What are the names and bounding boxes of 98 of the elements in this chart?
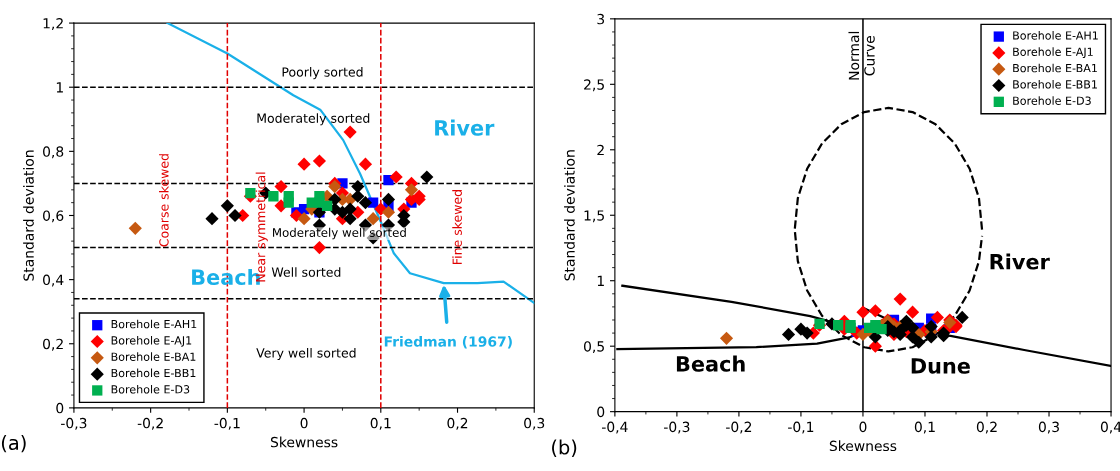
point [220,199,234,213]
point [389,170,403,184]
y-tick-label: 0,4 [43,274,64,287]
legend-label: Borehole E-BA1 [1013,63,1097,73]
annotation: Fine skewed [452,190,462,264]
x-tick-label: -0,2 [137,417,163,430]
y-tick-label: 2,5 [584,79,604,92]
point [381,192,396,207]
point [366,212,380,226]
point [351,180,365,194]
point [358,196,373,210]
y-tick-label: 2 [597,144,604,156]
point [381,205,396,219]
point [868,304,882,318]
point [955,310,969,324]
point [297,212,311,226]
x-tick-label: -0,2 [726,421,752,434]
y-axis-title: Standard deviation [23,150,34,281]
point [312,154,327,168]
point [312,240,327,255]
point [420,170,434,184]
x-tick-label: -0,3 [61,417,87,430]
legend-label: Borehole E-BB1 [1013,79,1097,89]
annotation: Friedman (1967) [384,336,512,349]
point [719,331,734,345]
point [274,180,288,194]
point [358,157,373,171]
legend-label: Borehole E-D3 [1013,96,1091,105]
x-tick-label: 0 [859,421,867,433]
x-axis-title: Skewness [829,440,897,452]
text: (a) [1,435,26,453]
point [343,212,357,226]
legend-label: Borehole E-AH1 [111,319,197,329]
point [930,310,944,324]
point [781,327,796,341]
point [833,320,844,331]
x-tick-label: 0 [300,417,308,429]
point [800,326,814,340]
x-tick-label: 0,3 [524,417,545,430]
point [924,319,938,334]
legend-label: Borehole E-AH1 [1013,31,1098,40]
annotation: River [435,119,495,136]
y-tick-label: 0,5 [583,341,604,354]
point [351,189,365,203]
annotation: Moderately well sorted [273,227,406,240]
x-tick-label: -0,4 [602,421,628,434]
point [924,330,938,344]
y-tick-label: 1 [597,275,604,286]
legend-label: Borehole E-AJ1 [111,335,192,347]
annotation: River [990,253,1050,270]
y-tick-label: 0 [597,406,605,418]
point [912,335,926,349]
x-tick-label: 0,2 [976,421,997,434]
legend-label: Borehole E-BB1 [111,368,196,378]
y-tick-label: 0,2 [43,338,63,351]
point [205,212,219,226]
y-tick-label: 0 [56,402,64,414]
legend-label: Borehole E-AJ1 [1013,47,1093,59]
x-tick-label: 0,1 [370,417,391,430]
text: (b) [552,439,577,457]
x-tick-label: -0,1 [214,417,240,430]
point [314,197,325,208]
annotation: Coarse skewed [159,154,169,247]
annotation: Dune [911,358,970,374]
y-tick-label: 1,2 [43,18,63,30]
x-tick-label: 0,1 [914,421,935,434]
x-tick-label: -0,1 [788,421,814,434]
legend-label: Borehole E-D3 [111,384,190,394]
point [297,157,311,171]
point [343,125,357,139]
point [268,191,279,202]
legend-label: Borehole E-BA1 [111,352,196,361]
point [245,187,256,199]
y-tick-label: 0,6 [43,210,64,223]
y-axis-title: Standard deviation [564,150,575,281]
annotation: Poorly sorted [282,67,363,80]
x-tick-label: 0,3 [1038,421,1059,434]
annotation: Beach [676,355,745,372]
x-tick-label: 0,2 [447,417,468,430]
annotation: Well sorted [271,267,341,277]
point [856,305,870,319]
point [228,208,242,223]
point [328,180,342,194]
point [404,183,419,197]
point [128,221,142,235]
ref-line-label: Normal Curve [848,31,875,80]
point [283,197,294,208]
point [893,292,907,306]
x-axis-title: Skewness [270,436,338,448]
y-tick-label: 0,8 [43,146,64,159]
x-tick-label: -0,3 [664,421,690,434]
y-tick-label: 3 [597,13,605,25]
y-tick-label: 1,5 [584,210,604,223]
point [343,202,357,216]
annotation: Very well sorted [256,347,356,361]
y-tick-label: 1 [56,82,63,93]
point [905,305,920,319]
annotation: Moderately sorted [257,113,370,126]
